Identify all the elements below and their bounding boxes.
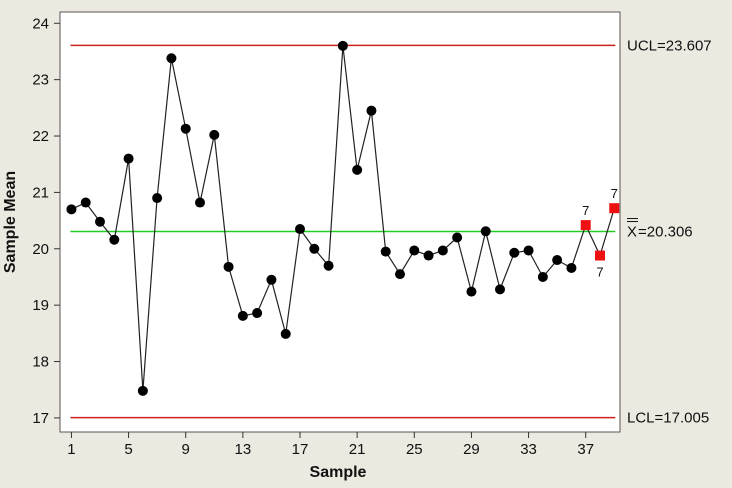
data-point: [352, 164, 363, 175]
flagged-point: [595, 250, 605, 261]
y-tick-label: 20: [32, 241, 49, 258]
center-symbol: X: [627, 224, 637, 241]
data-point: [80, 197, 91, 208]
lcl-label: LCL=17.005: [627, 410, 709, 427]
data-point: [480, 226, 491, 237]
x-tick-label: 9: [182, 441, 190, 458]
x-tick-label: 37: [577, 441, 594, 458]
data-point: [509, 247, 520, 258]
y-axis-title: Sample Mean: [2, 171, 19, 273]
data-point: [223, 261, 234, 272]
data-point: [423, 250, 434, 261]
y-tick-label: 24: [32, 15, 49, 32]
ucl-label: UCL=23.607: [627, 37, 712, 54]
data-point: [266, 274, 277, 285]
data-point: [95, 216, 105, 227]
data-point: [395, 269, 405, 280]
x-tick-label: 29: [463, 441, 480, 458]
data-point: [495, 284, 505, 295]
rule-label: 7: [582, 203, 589, 218]
data-point: [137, 385, 148, 396]
data-point: [537, 271, 548, 282]
data-point: [180, 123, 191, 134]
rule-label: 7: [596, 265, 603, 280]
data-point: [523, 245, 534, 256]
control-limits: UCL=23.607 X =20.306 LCL=17.005: [70, 37, 712, 427]
y-tick-label: 23: [32, 72, 49, 89]
x-axis-title: Sample: [310, 464, 367, 481]
data-point: [366, 105, 377, 116]
data-point: [409, 245, 420, 256]
y-tick-label: 21: [32, 184, 49, 201]
data-point: [152, 193, 163, 204]
data-point: [237, 310, 248, 321]
data-point: [452, 232, 463, 243]
data-point: [309, 243, 320, 254]
y-tick-label: 17: [32, 410, 49, 427]
data-point: [109, 234, 120, 245]
x-tick-label: 1: [67, 441, 75, 458]
data-point: [295, 224, 305, 235]
y-tick-label: 19: [32, 297, 49, 314]
flagged-point: [580, 220, 591, 231]
data-point: [466, 286, 477, 297]
x-tick-label: 21: [349, 441, 366, 458]
x-tick-label: 17: [292, 441, 309, 458]
data-point: [323, 260, 334, 271]
data-series: 7 7 7: [66, 40, 620, 396]
data-point: [437, 245, 448, 256]
x-tick-label: 5: [124, 441, 132, 458]
y-axis: 17 18 19 20 21 22 23 24: [32, 15, 60, 427]
data-point: [337, 40, 348, 51]
y-tick-label: 22: [32, 128, 49, 145]
x-axis: 1 5 9 13 17 21 25 29 33 37: [67, 432, 594, 458]
x-tick-label: 33: [520, 441, 537, 458]
data-point: [566, 262, 577, 273]
data-point: [66, 204, 77, 215]
x-tick-label: 13: [235, 441, 252, 458]
data-point: [209, 129, 220, 140]
x-tick-label: 25: [406, 441, 423, 458]
data-point: [195, 197, 205, 208]
flagged-point: [609, 203, 620, 214]
rule-label: 7: [611, 186, 618, 201]
data-point: [380, 246, 391, 257]
data-point: [280, 328, 291, 339]
y-tick-label: 18: [32, 354, 49, 371]
center-label: =20.306: [638, 224, 693, 241]
data-point: [123, 153, 134, 164]
data-point: [166, 53, 177, 64]
data-point: [252, 308, 263, 319]
data-point: [552, 255, 563, 266]
